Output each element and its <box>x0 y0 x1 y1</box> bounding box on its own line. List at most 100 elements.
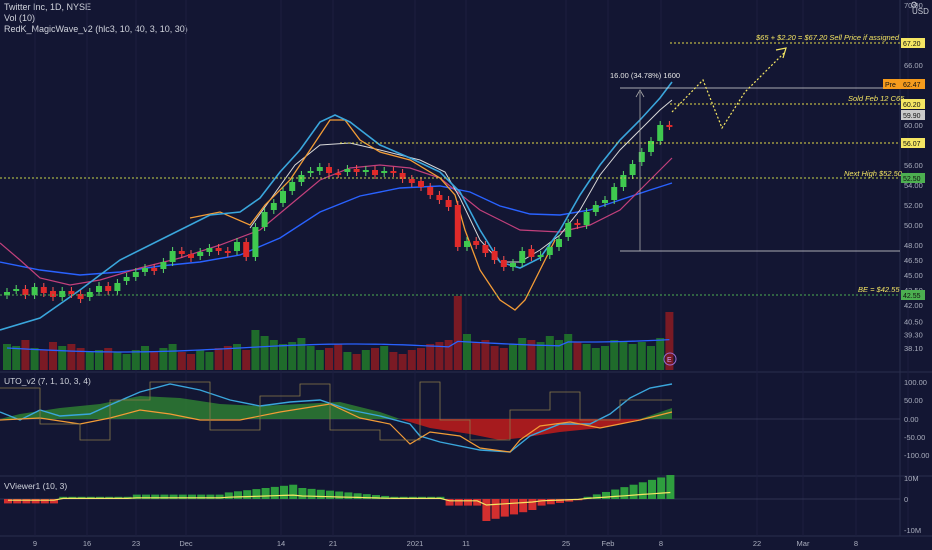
vviewer-axis: 10M 0 -10M <box>904 474 921 535</box>
volume-bar <box>380 346 389 370</box>
volume-bar <box>481 340 490 370</box>
vviewer-bar <box>372 495 380 499</box>
price-badge-label: 52.50 <box>903 176 921 183</box>
volume-bar <box>518 338 527 370</box>
volume-bar <box>527 340 536 370</box>
volume-bar <box>472 342 481 370</box>
vviewer-bar <box>243 490 252 499</box>
candle-body <box>151 268 158 271</box>
price-badge <box>901 38 925 48</box>
vviewer-bar <box>188 494 196 499</box>
candle-body <box>390 171 397 173</box>
candle-body <box>381 171 388 173</box>
breakeven-annotation: BE = $42.55 <box>858 285 900 294</box>
volume-bar <box>131 350 140 370</box>
vviewer-bar <box>510 499 518 515</box>
vviewer-bar <box>381 495 390 499</box>
time-axis-tick: 8 <box>659 539 663 548</box>
vviewer-bar <box>316 489 325 499</box>
vviewer-bar <box>151 494 160 499</box>
symbol-title[interactable]: Twitter Inc, 1D, NYSE <box>4 2 92 12</box>
candle-body <box>224 251 231 253</box>
time-axis-tick: 25 <box>562 539 570 548</box>
vviewer-bar <box>40 499 49 504</box>
vviewer-pane-label: VViewer1 (10, 3) <box>4 481 67 491</box>
volume-bar <box>665 312 674 370</box>
volume-bar <box>205 352 214 370</box>
candle-body <box>408 179 415 183</box>
volume-bar <box>141 346 149 370</box>
vviewer-bar <box>353 493 362 499</box>
candle-body <box>482 245 489 253</box>
pre-market-badge-label: Pre <box>885 82 896 89</box>
volume-bar <box>223 346 232 370</box>
candle-body <box>77 294 84 299</box>
volume-bar <box>656 338 665 370</box>
volume-bar <box>58 346 67 370</box>
candle-body <box>362 170 369 172</box>
candlesticks <box>4 121 673 303</box>
price-axis-tick: 45.00 <box>904 271 923 280</box>
candle-body <box>629 164 636 175</box>
volume-bar <box>49 342 57 370</box>
volume-bar <box>564 334 573 370</box>
candle-body <box>50 291 56 297</box>
white-wave-line <box>249 99 673 263</box>
price-badge <box>901 173 925 183</box>
candle-body <box>583 212 590 225</box>
time-axis-tick: 2021 <box>407 539 424 548</box>
candle-body <box>556 239 562 247</box>
candle-body <box>123 277 130 281</box>
candle-body <box>59 291 66 297</box>
volume-ma-line <box>6 338 670 353</box>
vviewer-bar <box>142 494 150 499</box>
candle-body <box>620 175 627 187</box>
event-marker-label: E <box>667 357 672 364</box>
projection-arrow <box>775 47 787 59</box>
volume-bar <box>85 352 94 370</box>
price-badge-label: 56.07 <box>903 141 921 148</box>
vviewer-bar <box>362 494 371 499</box>
vviewer-bar <box>638 482 647 499</box>
price-axis-tick: 52.00 <box>904 201 923 210</box>
settings-icon[interactable]: ⚙ <box>910 0 919 10</box>
candle-body <box>344 169 351 172</box>
candle-body <box>491 251 498 260</box>
volume-bar <box>463 334 471 370</box>
volume-bar <box>279 344 287 370</box>
volume-bar <box>343 352 352 370</box>
chart-legend: Twitter Inc, 1D, NYSE Vol (10) RedK_Magi… <box>4 2 188 35</box>
vviewer-bar <box>335 491 344 499</box>
price-axis-tick: 48.00 <box>904 241 923 250</box>
vviewer-bar <box>50 499 58 504</box>
volume-bar <box>21 340 30 370</box>
vviewer-histogram <box>0 475 900 521</box>
vviewer-bar <box>528 499 537 510</box>
volume-bar <box>67 344 76 370</box>
vviewer-bar <box>620 487 629 499</box>
projection-path <box>671 51 786 130</box>
candle-body <box>188 254 194 258</box>
time-axis-tick: 21 <box>329 539 337 548</box>
volume-bar <box>407 350 416 370</box>
candle-body <box>436 195 443 200</box>
volume-bar <box>150 352 159 370</box>
volume-bar <box>113 352 122 370</box>
candle-body <box>353 169 360 172</box>
earnings-event-icon <box>663 352 677 366</box>
candle-body <box>197 252 204 256</box>
candle-body <box>13 289 20 291</box>
vviewer-bar <box>234 491 242 499</box>
vviewer-bar <box>31 499 40 504</box>
magicwave-indicator-label[interactable]: RedK_MagicWave_v2 (hlc3, 10, 40, 3, 10, … <box>4 24 188 34</box>
candle-body <box>648 141 654 152</box>
candle-body <box>234 242 240 251</box>
volume-bar <box>426 344 435 370</box>
price-axis-tick: 54.00 <box>904 181 923 190</box>
volume-bar <box>637 342 646 370</box>
price-badge-label: 67.20 <box>903 41 921 48</box>
vviewer-signal-line <box>8 491 671 506</box>
volume-indicator-label[interactable]: Vol (10) <box>4 13 36 23</box>
